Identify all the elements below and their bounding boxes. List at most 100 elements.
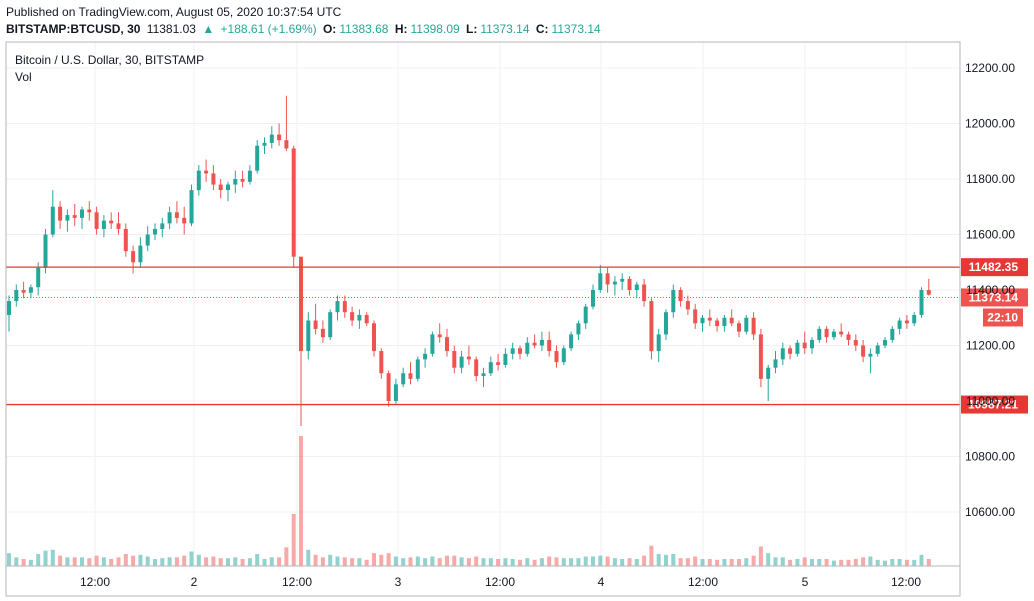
volume-bar [43,550,48,566]
candle-body [145,234,150,246]
volume-bar [36,554,41,566]
volume-bar [474,556,479,566]
volume-bar [795,559,800,566]
candle-body [488,362,493,374]
y-tick-label: 12200.00 [965,61,1015,75]
candle-body [386,373,391,401]
volume-bar [693,556,698,566]
volume-bar [262,559,267,566]
volume-bar [875,559,880,566]
legend-volume: Vol [15,70,32,84]
volume-bar [240,559,245,566]
candle-body [393,384,398,401]
candle-body [722,317,727,327]
volume-bar [715,559,720,566]
volume-bar [423,558,428,566]
candle-body [853,339,858,346]
volume-bar [109,559,114,566]
volume-bar [401,558,406,566]
candle-body [247,170,252,182]
volume-bar [496,559,501,566]
level-label: 11482.35 [969,260,1019,274]
volume-bar [685,558,690,566]
volume-bar [780,557,785,566]
candle-body [496,362,501,365]
volume-bar [620,559,625,566]
open-label: O: [322,22,337,36]
candle-body [284,140,289,149]
candle-body [883,339,887,346]
volume-bar [452,555,457,566]
candle-body [700,317,705,324]
volume-bar [824,559,829,566]
volume-bar [700,559,705,566]
level-label-box [961,395,1028,414]
volume-bar [488,558,493,566]
candle-body [459,356,464,368]
published-note: Published on TradingView.com, August 05,… [6,5,342,19]
volume-bar [50,549,55,566]
volume-bar [415,556,420,566]
volume-bar [459,557,464,566]
candle-body [204,170,209,174]
candle-body [43,234,48,268]
close-value: 11373.14 [551,22,601,36]
volume-bar [810,559,814,566]
last-price: 11381.03 [146,22,196,36]
candle-body [153,228,157,235]
candle-body [116,223,121,229]
candle-body [21,290,26,293]
volume-bar [204,557,209,566]
volume-bar [919,554,924,566]
candle-body [583,306,588,324]
candle-body [824,328,829,338]
volume-bar [357,558,362,566]
candle-body [101,220,106,229]
level-lines: 11482.35 10987.21 11373.14 22:10 [6,258,1028,414]
x-tick-label: 12:00 [282,575,312,589]
candle-body [773,359,778,368]
candle-body [656,334,661,352]
price-change: +188.61 (+1.69%) [220,22,317,36]
candle-body [839,331,844,335]
candle-body [904,320,909,324]
candle-body [357,314,362,321]
volume-bar [722,559,727,566]
candle-body [554,351,559,363]
candle-body [342,301,347,313]
volume-bar [379,554,384,566]
candle-body [7,301,11,315]
volume-bar [671,554,676,566]
candle-body [591,290,595,307]
candle-body [875,345,880,354]
volume-bar [583,556,588,566]
countdown-box [983,308,1023,327]
candle-body [372,323,376,352]
volume-bar [284,547,289,566]
volume-bar [591,556,595,566]
y-tick-label: 11800.00 [966,172,1015,186]
candle-body [277,134,282,141]
low-label: L: [466,22,478,36]
volume-bar [525,558,530,566]
volume-bar [21,559,26,566]
axes: 12200.00 12000.00 11800.00 11600.00 11400.00… [5,41,1015,597]
volume-bar [182,555,187,566]
volume-bar [532,559,537,566]
candle-body [320,328,325,338]
volume-bar [904,559,909,566]
volume-bar [101,557,106,566]
candle-body [28,287,33,293]
symbol-name[interactable]: BITSTAMP:BTCUSD, 30 [6,22,141,36]
candle-body [831,331,836,338]
candle-body [693,309,698,324]
candle-body [503,353,508,365]
volume-bar [554,557,559,566]
volume-bar [306,549,311,566]
candle-body [612,281,617,285]
volume-bar [160,558,165,566]
candle-body [138,245,143,263]
symbol-bar: BITSTAMP:BTCUSD, 30 11381.03 ▲ +188.61 (… [6,22,604,36]
volume-bar [87,558,92,566]
